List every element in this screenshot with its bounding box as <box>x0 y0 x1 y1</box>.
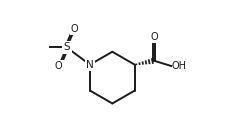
Text: O: O <box>150 32 157 42</box>
Text: O: O <box>71 24 78 34</box>
Text: O: O <box>55 61 62 71</box>
Text: N: N <box>86 60 93 70</box>
Text: S: S <box>63 42 70 52</box>
Text: OH: OH <box>171 61 186 71</box>
